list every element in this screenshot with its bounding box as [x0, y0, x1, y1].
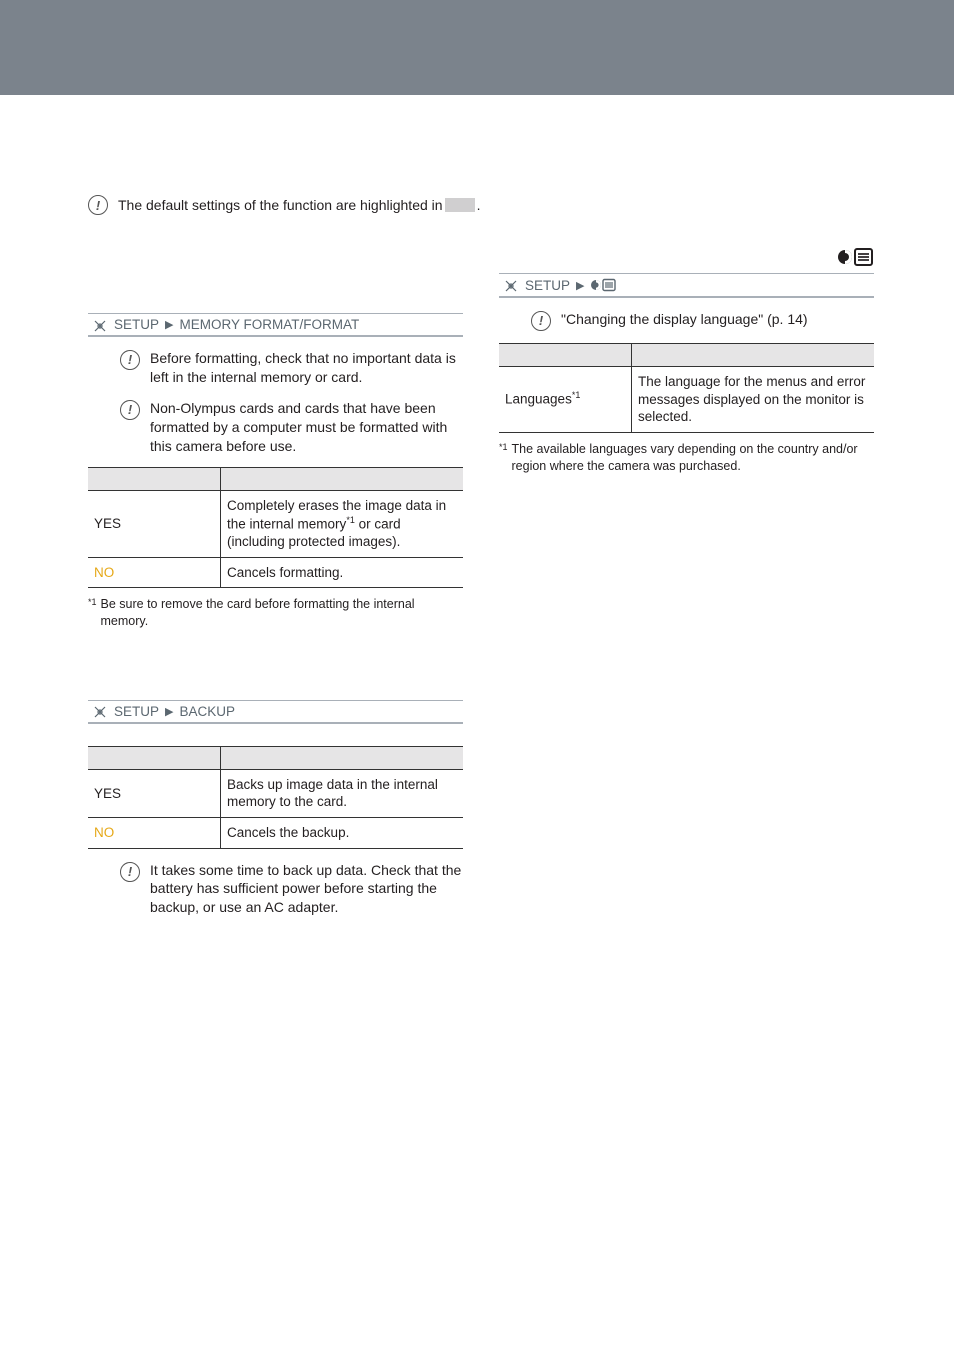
section-head-format: SETUP ▶ MEMORY FORMAT/FORMAT: [88, 313, 463, 337]
submenu-text: Languages: [505, 392, 572, 407]
footnote-sup: *1: [88, 596, 97, 630]
crumb-setup: SETUP: [114, 704, 159, 719]
submenu-cell: NO: [88, 817, 221, 848]
submenu-sup: *1: [572, 390, 581, 400]
submenu-cell: YES: [88, 491, 221, 557]
chevron-right-icon: ▶: [165, 318, 173, 331]
note-text: The default settings of the function are…: [118, 197, 443, 213]
submenu-cell: YES: [88, 769, 221, 817]
crumb-item: MEMORY FORMAT/FORMAT: [179, 317, 359, 332]
caution-icon: !: [88, 195, 108, 215]
setup-icon: [92, 318, 108, 332]
desc-sup: *1: [346, 515, 355, 525]
table-header: [499, 344, 632, 367]
default-highlight-note: ! The default settings of the function a…: [88, 195, 874, 215]
language-table: Languages*1 The language for the menus a…: [499, 343, 874, 433]
crumb-item: BACKUP: [179, 704, 235, 719]
footnote-text: Be sure to remove the card before format…: [101, 596, 463, 630]
chevron-right-icon: ▶: [165, 705, 173, 718]
language-large-icon-row: [499, 245, 874, 269]
desc-cell: Completely erases the image data in the …: [221, 491, 464, 557]
table-header: [632, 344, 875, 367]
language-menu-icon: [590, 277, 616, 293]
format-footnote: *1 Be sure to remove the card before for…: [88, 596, 463, 630]
note-text: "Changing the display language" (p. 14): [561, 310, 808, 329]
format-table: YES Completely erases the image data in …: [88, 467, 463, 588]
note-text: Before formatting, check that no importa…: [150, 349, 463, 387]
table-header: [88, 468, 221, 491]
table-row: NO Cancels formatting.: [88, 557, 463, 588]
header-band: [0, 0, 954, 95]
caution-icon: !: [120, 400, 140, 420]
table-header: [221, 746, 464, 769]
submenu-cell: NO: [88, 557, 221, 588]
highlight-swatch: [445, 198, 475, 212]
format-note-1: ! Before formatting, check that no impor…: [120, 349, 463, 387]
desc-cell: Cancels formatting.: [221, 557, 464, 588]
chevron-right-icon: ▶: [576, 279, 584, 292]
table-header: [221, 468, 464, 491]
caution-icon: !: [120, 862, 140, 882]
setup-icon: [92, 704, 108, 718]
caution-icon: !: [120, 350, 140, 370]
table-row: NO Cancels the backup.: [88, 817, 463, 848]
desc-a: Completely erases the image data in the …: [227, 498, 446, 531]
right-column: SETUP ▶: [499, 245, 874, 927]
footnote-sup: *1: [499, 441, 508, 475]
language-ref-note: ! "Changing the display language" (p. 14…: [531, 310, 874, 331]
section-head-language: SETUP ▶: [499, 273, 874, 298]
language-menu-icon: [836, 245, 874, 269]
format-note-2: ! Non-Olympus cards and cards that have …: [120, 399, 463, 456]
language-footnote: *1 The available languages vary dependin…: [499, 441, 874, 475]
footnote-text: The available languages vary depending o…: [512, 441, 874, 475]
desc-cell: The language for the menus and error mes…: [632, 367, 875, 433]
desc-cell: Backs up image data in the internal memo…: [221, 769, 464, 817]
caution-icon: !: [531, 311, 551, 331]
note-text: It takes some time to back up data. Chec…: [150, 861, 463, 918]
desc-cell: Cancels the backup.: [221, 817, 464, 848]
setup-icon: [503, 278, 519, 292]
table-header: [88, 746, 221, 769]
table-row: YES Backs up image data in the internal …: [88, 769, 463, 817]
note-text-after: .: [477, 197, 481, 213]
crumb-setup: SETUP: [114, 317, 159, 332]
table-row: Languages*1 The language for the menus a…: [499, 367, 874, 433]
section-head-backup: SETUP ▶ BACKUP: [88, 700, 463, 724]
note-text: Non-Olympus cards and cards that have be…: [150, 399, 463, 456]
page-content: ! The default settings of the function a…: [0, 195, 954, 927]
table-row: YES Completely erases the image data in …: [88, 491, 463, 557]
submenu-cell: Languages*1: [499, 367, 632, 433]
backup-table: YES Backs up image data in the internal …: [88, 746, 463, 849]
left-column: SETUP ▶ MEMORY FORMAT/FORMAT ! Before fo…: [88, 245, 463, 927]
crumb-setup: SETUP: [525, 278, 570, 293]
backup-note: ! It takes some time to back up data. Ch…: [120, 861, 463, 918]
